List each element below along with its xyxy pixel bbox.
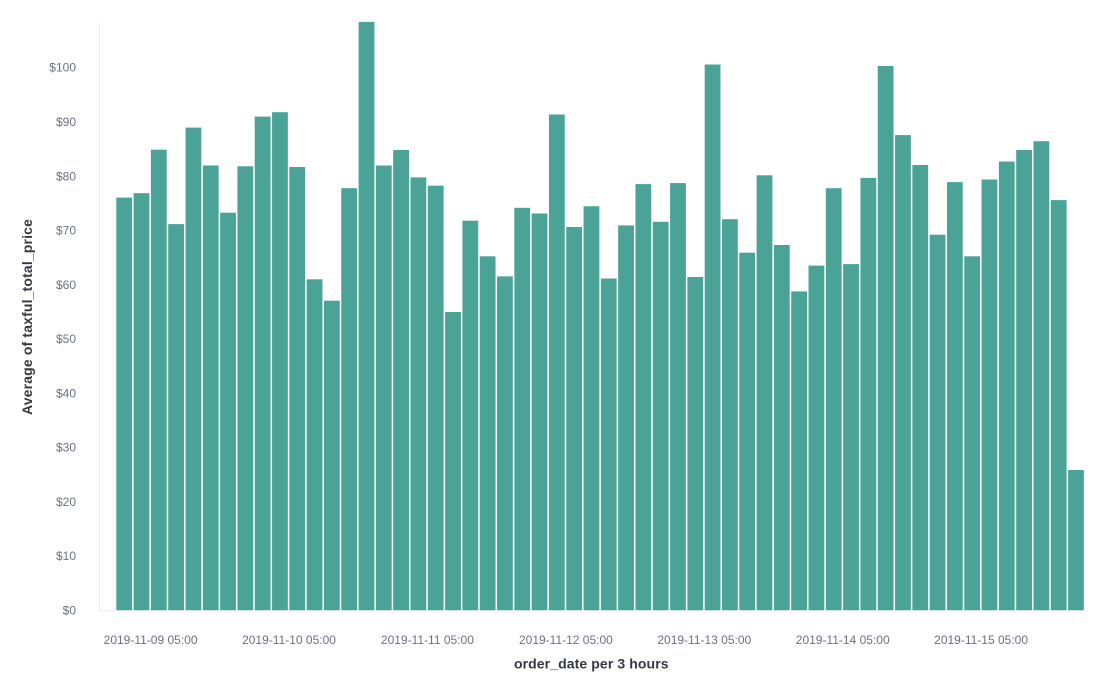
svg-text:2019-11-14 05:00: 2019-11-14 05:00	[796, 633, 890, 647]
svg-text:$0: $0	[63, 604, 77, 618]
svg-text:$10: $10	[56, 549, 76, 563]
svg-text:Average of taxful_total_price: Average of taxful_total_price	[19, 219, 35, 415]
svg-text:$90: $90	[56, 115, 76, 129]
svg-text:$20: $20	[56, 495, 76, 509]
svg-text:2019-11-13 05:00: 2019-11-13 05:00	[657, 633, 751, 647]
svg-text:$80: $80	[56, 169, 76, 183]
svg-text:$30: $30	[56, 441, 76, 455]
svg-text:order_date per 3 hours: order_date per 3 hours	[514, 655, 669, 671]
svg-text:$100: $100	[49, 61, 76, 75]
svg-text:2019-11-09 05:00: 2019-11-09 05:00	[104, 633, 198, 647]
svg-text:2019-11-10 05:00: 2019-11-10 05:00	[242, 633, 336, 647]
svg-text:2019-11-15 05:00: 2019-11-15 05:00	[934, 633, 1028, 647]
svg-text:$50: $50	[56, 332, 76, 346]
svg-text:$70: $70	[56, 224, 76, 238]
svg-text:2019-11-11 05:00: 2019-11-11 05:00	[381, 633, 474, 647]
svg-text:$40: $40	[56, 386, 76, 400]
svg-text:2019-11-12 05:00: 2019-11-12 05:00	[519, 633, 613, 647]
svg-text:$60: $60	[56, 278, 76, 292]
